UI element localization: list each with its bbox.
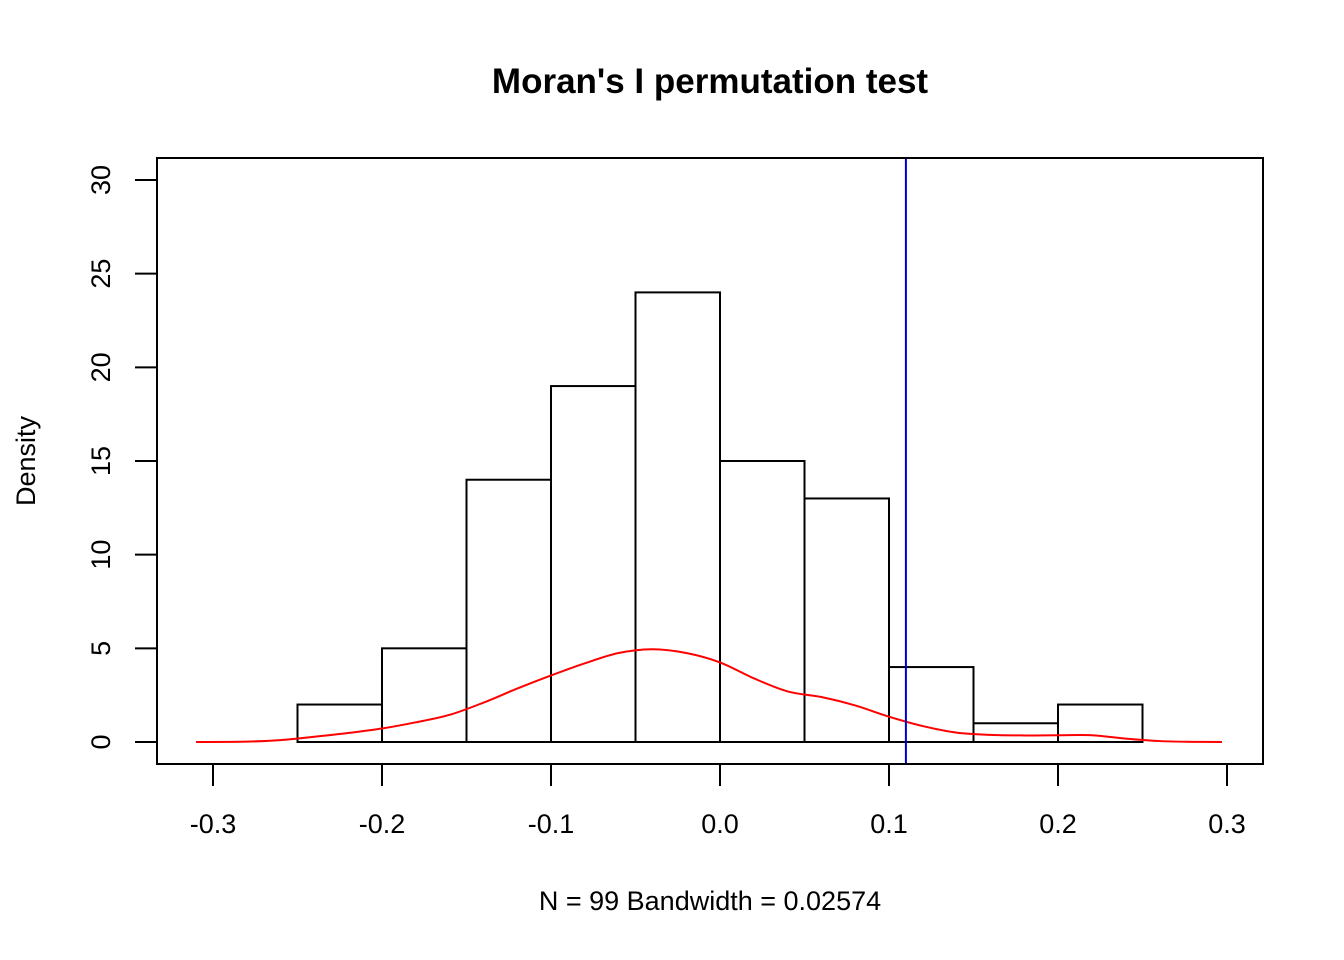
y-tick-label: 25: [86, 259, 116, 289]
x-tick-label: 0.1: [870, 809, 908, 839]
histogram-bar: [465, 478, 552, 743]
x-tick-label: -0.1: [528, 809, 575, 839]
x-tick-label: -0.3: [190, 809, 237, 839]
chart-title: Moran's I permutation test: [492, 62, 928, 101]
y-tick-label: 30: [86, 165, 116, 195]
y-tick-label: 20: [86, 352, 116, 382]
x-tick-label: 0.0: [701, 809, 739, 839]
x-tick-label: 0.3: [1208, 809, 1246, 839]
x-axis-label: N = 99 Bandwidth = 0.02574: [539, 886, 881, 916]
histogram-bar: [296, 703, 383, 743]
x-tick-label: 0.2: [1039, 809, 1077, 839]
y-axis: 0 5 10 15 20 25 30: [86, 165, 158, 750]
y-tick-label: 15: [86, 446, 116, 476]
histogram-bar: [719, 460, 806, 743]
histogram-bar: [381, 647, 468, 743]
y-axis-label: Density: [11, 415, 41, 506]
y-tick-label: 10: [86, 540, 116, 570]
y-tick-label: 5: [86, 641, 116, 656]
histogram-bar: [972, 722, 1059, 743]
histogram-bar: [634, 291, 721, 743]
density-curve: [196, 648, 1222, 743]
histogram-bar: [888, 666, 975, 743]
x-axis: -0.3 -0.2 -0.1 0.0 0.1 0.2 0.3: [190, 763, 1246, 839]
histogram-bar: [550, 385, 637, 743]
y-tick-label: 0: [86, 734, 116, 749]
histogram-bar: [803, 497, 890, 744]
x-tick-label: -0.2: [359, 809, 406, 839]
histogram-bars: [296, 291, 1144, 744]
